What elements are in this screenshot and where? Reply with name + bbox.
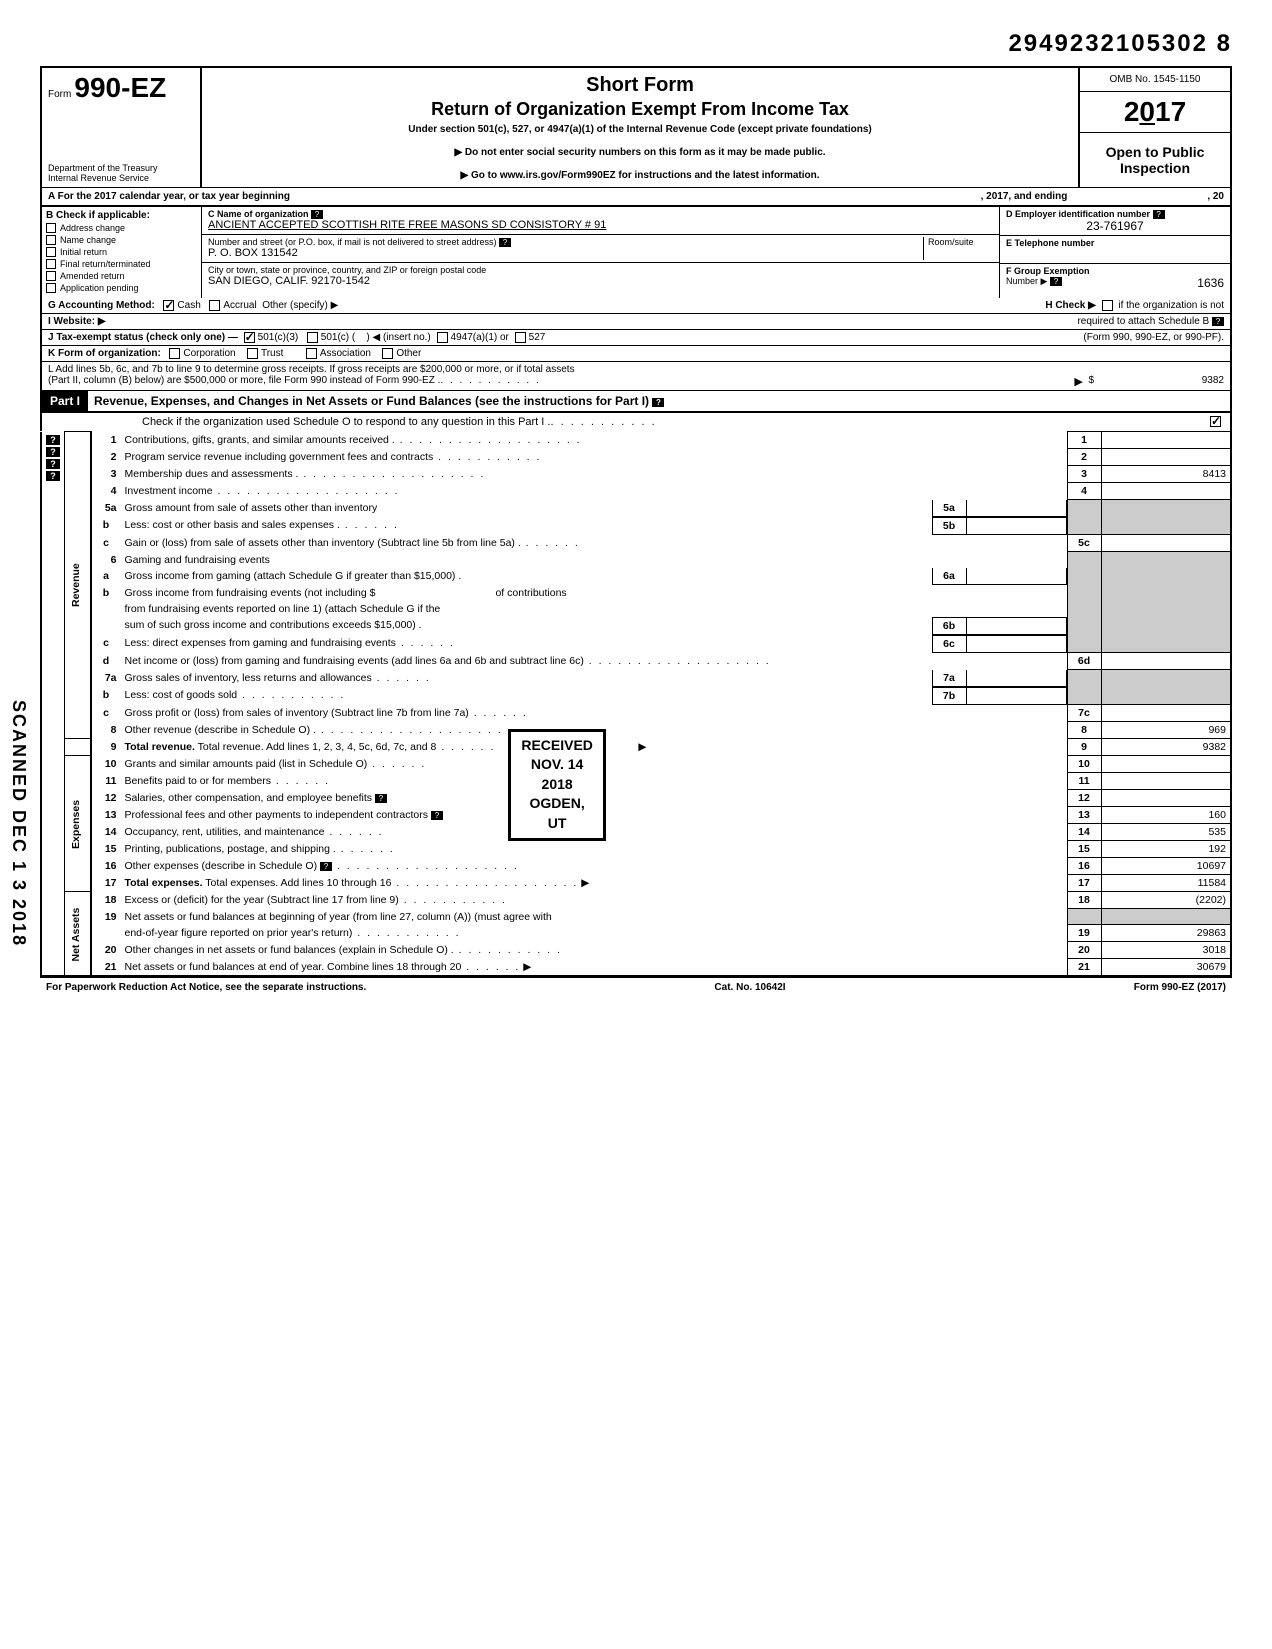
help-icon: ? (1153, 210, 1165, 219)
tax-year: 20201717 (1080, 92, 1230, 133)
val-1 (1101, 432, 1231, 449)
form-header: Form 990-EZ Department of the Treasury I… (40, 66, 1232, 187)
val-11 (1101, 773, 1231, 790)
val-2 (1101, 449, 1231, 466)
val-14: 535 (1101, 824, 1231, 841)
val-21: 30679 (1101, 959, 1231, 977)
val-4 (1101, 483, 1231, 500)
short-form-label: Short Form (212, 74, 1068, 97)
help-icon: ? (499, 238, 511, 247)
chk-h[interactable] (1102, 300, 1113, 311)
val-8: 969 (1101, 722, 1231, 739)
form-ref: Form 990-EZ (2017) (1134, 982, 1226, 993)
val-6d (1101, 653, 1231, 670)
val-9: 9382 (1101, 739, 1231, 756)
help-icon: ? (46, 435, 60, 445)
chk-501c[interactable] (307, 332, 318, 343)
chk-corp[interactable] (169, 348, 180, 359)
chk-527[interactable] (515, 332, 526, 343)
chk-sched-o[interactable] (1210, 416, 1221, 427)
val-17: 11584 (1101, 875, 1231, 892)
gross-receipts: 9382 (1094, 375, 1224, 388)
paperwork-notice: For Paperwork Reduction Act Notice, see … (46, 982, 366, 993)
ssn-warning: ▶ Do not enter social security numbers o… (212, 147, 1068, 158)
return-title: Return of Organization Exempt From Incom… (212, 99, 1068, 120)
form-number: 990-EZ (74, 72, 166, 103)
chk-accrual[interactable] (209, 300, 220, 311)
val-19: 29863 (1101, 925, 1231, 942)
chk-pending[interactable] (46, 283, 56, 293)
chk-amended[interactable] (46, 271, 56, 281)
help-icon: ? (652, 398, 664, 407)
chk-name[interactable] (46, 235, 56, 245)
val-15: 192 (1101, 841, 1231, 858)
under-section: Under section 501(c), 527, or 4947(a)(1)… (212, 124, 1068, 135)
help-icon: ? (431, 811, 443, 820)
chk-4947[interactable] (437, 332, 448, 343)
help-icon: ? (320, 862, 332, 871)
chk-initial[interactable] (46, 247, 56, 257)
open-public: Open to Public Inspection (1080, 133, 1230, 187)
col-b-checkboxes: B Check if applicable: Address change Na… (42, 207, 202, 298)
val-12 (1101, 790, 1231, 807)
help-icon: ? (1050, 277, 1062, 286)
chk-address[interactable] (46, 223, 56, 233)
help-icon: ? (46, 447, 60, 457)
dln-number: 2949232105302 8 (40, 30, 1232, 58)
help-icon: ? (375, 794, 387, 803)
org-city: SAN DIEGO, CALIF. 92170-1542 (208, 275, 370, 287)
val-3: 8413 (1101, 466, 1231, 483)
val-20: 3018 (1101, 942, 1231, 959)
chk-assoc[interactable] (306, 348, 317, 359)
netassets-label: Net Assets (65, 892, 91, 977)
org-street: P. O. BOX 131542 (208, 247, 298, 259)
cat-no: Cat. No. 10642I (714, 982, 785, 993)
sched-o-check: Check if the organization used Schedule … (40, 413, 1232, 431)
chk-final[interactable] (46, 259, 56, 269)
footer: For Paperwork Reduction Act Notice, see … (40, 977, 1232, 997)
ein-value: 23-761967 (1006, 219, 1224, 233)
rows-g-l: G Accounting Method: Cash Accrual Other … (40, 298, 1232, 391)
val-7c (1101, 705, 1231, 722)
goto-link: ▶ Go to www.irs.gov/Form990EZ for instru… (212, 170, 1068, 181)
revenue-label: Revenue (65, 432, 91, 739)
line-a: A For the 2017 calendar year, or tax yea… (40, 187, 1232, 205)
omb-number: OMB No. 1545-1150 (1080, 68, 1230, 92)
chk-other[interactable] (382, 348, 393, 359)
help-icon: ? (1212, 317, 1224, 326)
val-5c (1101, 535, 1231, 552)
chk-501c3[interactable] (244, 332, 255, 343)
val-10 (1101, 756, 1231, 773)
dept-treasury: Department of the Treasury (48, 163, 194, 173)
info-grid: B Check if applicable: Address change Na… (40, 205, 1232, 298)
chk-cash[interactable] (163, 300, 174, 311)
help-icon: ? (46, 471, 60, 481)
scanned-stamp: SCANNED DEC 1 3 2018 (8, 700, 29, 947)
part1-header: Part I Revenue, Expenses, and Changes in… (40, 391, 1232, 413)
help-icon: ? (311, 210, 323, 219)
col-d: D Employer identification number ? 23-76… (1000, 207, 1230, 298)
col-c-org: C Name of organization ? ANCIENT ACCEPTE… (202, 207, 1000, 298)
dept-irs: Internal Revenue Service (48, 173, 194, 183)
main-table: ???? Revenue 1Contributions, gifts, gran… (40, 431, 1232, 977)
expenses-label: Expenses (65, 756, 91, 892)
chk-trust[interactable] (247, 348, 258, 359)
received-stamp: RECEIVEDNOV. 14 2018OGDEN, UT (508, 729, 606, 841)
val-13: 160 (1101, 807, 1231, 824)
group-number: 1636 (1197, 276, 1224, 290)
form-prefix: Form (48, 89, 71, 100)
val-16: 10697 (1101, 858, 1231, 875)
val-18: (2202) (1101, 892, 1231, 909)
help-icon: ? (46, 459, 60, 469)
org-name: ANCIENT ACCEPTED SCOTTISH RITE FREE MASO… (208, 219, 606, 231)
